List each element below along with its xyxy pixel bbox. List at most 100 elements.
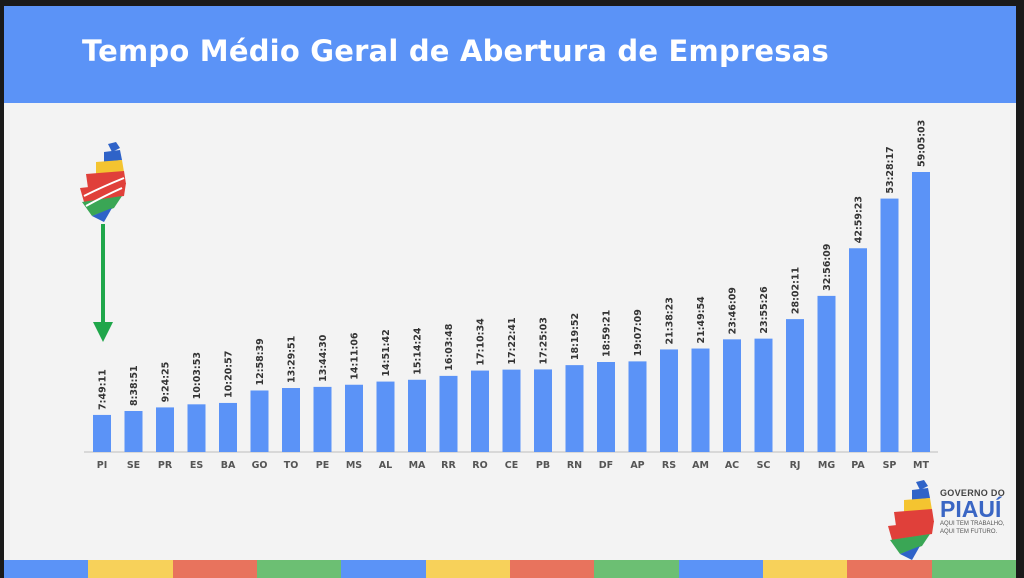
- data-label-rr: 16:03:48: [444, 323, 455, 371]
- bar-rn: [565, 365, 584, 452]
- down-arrow-icon: [93, 224, 113, 342]
- data-label-rs: 21:38:23: [665, 297, 676, 344]
- tick-label-pa: PA: [851, 460, 865, 471]
- stripe-segment: [88, 560, 173, 578]
- data-label-df: 18:59:21: [602, 310, 613, 357]
- data-label-pi: 7:49:11: [98, 369, 109, 410]
- data-label-go: 12:58:39: [255, 338, 266, 385]
- tick-label-sp: SP: [883, 460, 897, 471]
- data-label-al: 14:51:42: [381, 329, 392, 376]
- data-label-sp: 53:28:17: [885, 146, 896, 193]
- bar-ro: [471, 370, 489, 452]
- data-label-mg: 32:56:09: [822, 244, 833, 291]
- bar-se: [124, 411, 143, 452]
- stripe-segment: [847, 560, 932, 578]
- page-title: Tempo Médio Geral de Abertura de Empresa…: [82, 34, 829, 68]
- stripe-segment: [256, 560, 342, 578]
- data-label-pr: 9:24:25: [161, 362, 172, 403]
- tick-label-pb: PB: [536, 460, 550, 471]
- stripe-segment: [172, 560, 257, 578]
- tick-label-df: DF: [599, 460, 613, 471]
- stripe-segment: [4, 560, 89, 578]
- piaui-small-logo-icon: [888, 480, 934, 560]
- brand-block: GOVERNO DO PIAUÍ AQUI TEM TRABALHO, AQUI…: [940, 488, 1014, 536]
- data-label-mt: 59:05:03: [917, 120, 928, 167]
- bar-ba: [219, 402, 237, 452]
- bar-pr: [156, 407, 174, 452]
- bar-ce: [502, 369, 521, 452]
- bar-al: [376, 381, 395, 452]
- data-label-pb: 17:25:03: [539, 317, 550, 364]
- tick-label-to: TO: [284, 460, 299, 471]
- bar-rr: [439, 375, 458, 452]
- tick-label-se: SE: [127, 460, 140, 471]
- data-label-rn: 18:19:52: [570, 313, 581, 360]
- data-label-sc: 23:55:26: [759, 286, 770, 334]
- tick-label-pi: PI: [97, 460, 108, 471]
- data-label-ms: 14:11:06: [350, 332, 361, 380]
- tick-label-am: AM: [692, 460, 709, 471]
- tick-label-ce: CE: [505, 460, 518, 471]
- tick-label-ro: RO: [472, 460, 487, 471]
- stripe-segment: [931, 560, 1016, 578]
- data-label-se: 8:38:51: [129, 365, 140, 406]
- bar-go: [250, 390, 269, 452]
- data-label-rj: 28:02:11: [791, 267, 802, 314]
- tick-label-mt: MT: [913, 460, 929, 471]
- bar-ms: [345, 384, 363, 452]
- brand-line-4: AQUI TEM FUTURO.: [940, 529, 998, 535]
- data-label-ro: 17:10:34: [476, 318, 487, 366]
- data-label-ac: 23:46:09: [728, 287, 739, 334]
- bar-ac: [723, 339, 741, 452]
- tick-label-ma: MA: [409, 460, 426, 471]
- bar-df: [597, 362, 615, 452]
- brand-line-3: AQUI TEM TRABALHO,: [940, 521, 1005, 527]
- tick-label-ba: BA: [221, 460, 236, 471]
- tick-label-rj: RJ: [790, 460, 801, 471]
- tick-label-ap: AP: [630, 460, 644, 471]
- tick-label-mg: MG: [818, 460, 835, 471]
- stripe-segment: [425, 560, 510, 578]
- piaui-logo-icon: [80, 142, 126, 222]
- tick-label-ac: AC: [725, 460, 739, 471]
- bar-rs: [660, 349, 678, 452]
- bar-chart: 7:49:11 PI 8:38:51 SE 9:24:25 PR 10:03:53 ES 10:…: [84, 120, 938, 471]
- header-banner: Tempo Médio Geral de Abertura de Empresa…: [4, 6, 1016, 103]
- brand-line-1: GOVERNO DO: [940, 488, 1006, 498]
- data-label-ap: 19:07:09: [633, 309, 644, 356]
- stripe-segment: [678, 560, 763, 578]
- data-label-ba: 10:20:57: [224, 351, 235, 398]
- stripe-segment: [341, 560, 426, 578]
- slide: Tempo Médio Geral de Abertura de Empresa…: [4, 6, 1016, 578]
- bar-pb: [534, 369, 552, 452]
- data-label-pa: 42:59:23: [854, 196, 865, 243]
- data-label-ce: 17:22:41: [507, 317, 518, 364]
- data-label-pe: 13:44:30: [318, 334, 329, 382]
- bar-mg: [817, 295, 836, 452]
- stripe-segment: [762, 560, 848, 578]
- tick-label-rs: RS: [662, 460, 676, 471]
- bar-pa: [849, 248, 867, 452]
- tick-label-al: AL: [379, 460, 392, 471]
- tick-label-go: GO: [252, 460, 268, 471]
- bar-sc: [754, 338, 773, 452]
- bar-am: [691, 348, 710, 452]
- stripe-segment: [594, 560, 679, 578]
- data-label-es: 10:03:53: [192, 352, 203, 399]
- bar-ap: [628, 361, 647, 452]
- tick-label-es: ES: [190, 460, 203, 471]
- stripe-segment: [509, 560, 595, 578]
- bottom-color-stripe: [4, 560, 1016, 578]
- bar-rj: [786, 319, 804, 452]
- data-label-am: 21:49:54: [696, 296, 707, 344]
- tick-label-ms: MS: [346, 460, 362, 471]
- tick-label-sc: SC: [757, 460, 771, 471]
- tick-label-pe: PE: [316, 460, 329, 471]
- tick-label-rn: RN: [567, 460, 582, 471]
- tick-label-pr: PR: [158, 460, 173, 471]
- bar-pi: [93, 414, 111, 452]
- data-label-to: 13:29:51: [287, 336, 298, 383]
- bar-sp: [880, 198, 899, 452]
- data-label-ma: 15:14:24: [413, 327, 424, 375]
- bar-es: [187, 404, 206, 452]
